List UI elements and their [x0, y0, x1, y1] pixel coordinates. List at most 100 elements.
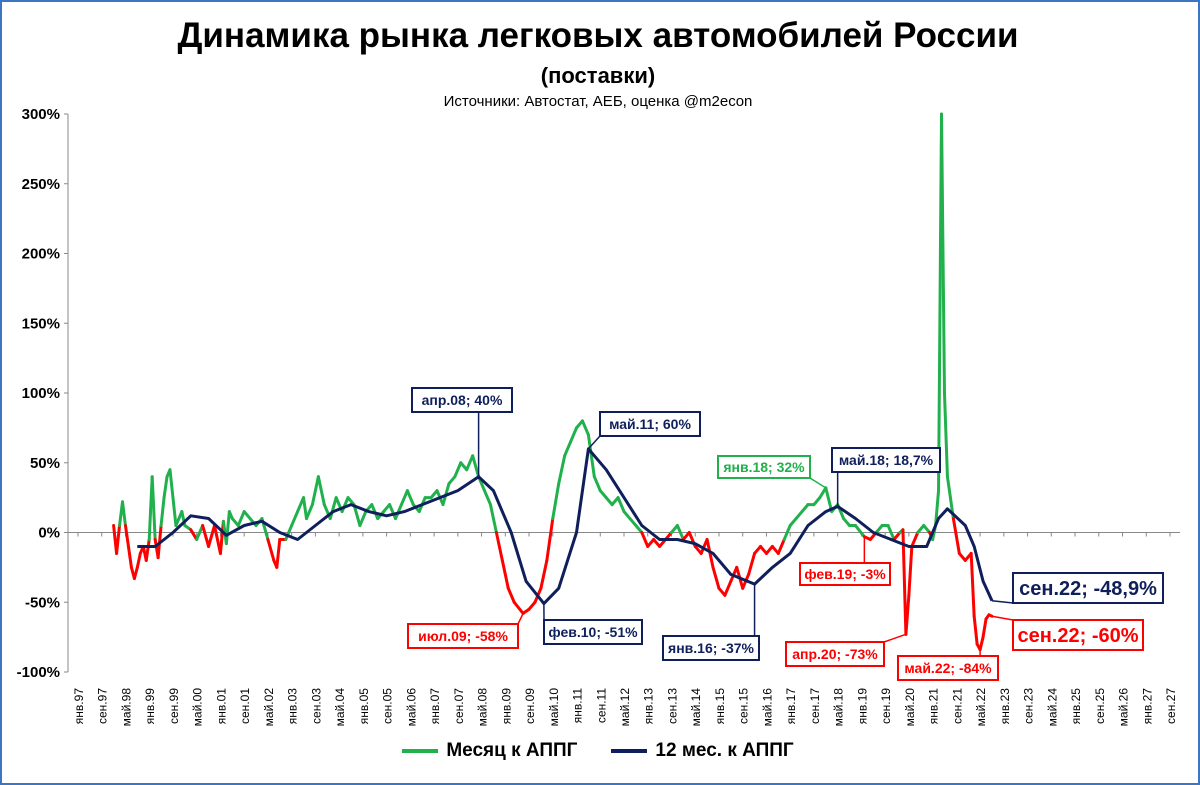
- series-monthly-segment: [275, 537, 282, 569]
- y-tick-label: 100%: [22, 385, 60, 402]
- series-monthly-segment: [634, 524, 644, 534]
- series-monthly-segment: [284, 524, 294, 541]
- y-tick-label: -50%: [25, 594, 60, 611]
- x-tick-label: сен.97: [96, 688, 110, 724]
- annotation-label: янв.16; -37%: [668, 640, 754, 656]
- x-tick-label: май.10: [547, 688, 561, 727]
- x-tick-label: янв.19: [855, 688, 869, 725]
- x-tick-label: май.06: [404, 688, 418, 727]
- series-monthly-segment: [545, 517, 555, 562]
- series-monthly-segment: [316, 475, 326, 507]
- x-tick-label: май.26: [1117, 688, 1131, 727]
- series-monthly-segment: [506, 586, 516, 604]
- series-monthly-segment: [874, 524, 884, 534]
- x-tick-label: янв.01: [214, 688, 228, 725]
- annotation-leader: [517, 613, 524, 625]
- x-tick-label: май.98: [119, 688, 133, 727]
- series-monthly-segment: [904, 593, 911, 636]
- series-monthly-segment: [759, 544, 768, 555]
- annotation-box: [599, 411, 701, 437]
- series-monthly-segment: [969, 551, 976, 618]
- chart-canvas: -100% -50% 0% 50% 100% 150% 200% 250% 300% янв.97…: [17, 106, 1180, 727]
- series-monthly-segment: [123, 524, 130, 548]
- series-monthly-segment: [150, 475, 157, 541]
- annotation-box: [407, 623, 519, 649]
- y-tick-label: 150%: [22, 315, 60, 332]
- series-monthly-segment: [981, 617, 988, 639]
- x-tick-label: сен.09: [523, 688, 537, 724]
- series-monthly-segment: [764, 544, 774, 555]
- annotation-label: май.11; 60%: [609, 416, 691, 432]
- chart-sources: Источники: Автостат, АЕБ, оценка @m2econ: [443, 93, 753, 110]
- series-monthly-segment: [922, 524, 932, 534]
- series-monthly-segment: [934, 489, 941, 528]
- x-tick-label: сен.15: [737, 688, 751, 724]
- series-monthly-segment: [987, 613, 994, 618]
- series-monthly-segment: [135, 551, 142, 569]
- series-monthly-segment: [907, 544, 914, 597]
- annotation-label: апр.08; 40%: [422, 392, 503, 408]
- y-tick-label: 250%: [22, 176, 60, 193]
- annotation-leader: [587, 435, 601, 450]
- series-monthly-segment: [488, 503, 498, 534]
- x-tick-label: янв.97: [72, 688, 86, 725]
- series-monthly-segment: [405, 489, 415, 507]
- x-tick-label: янв.25: [1069, 688, 1083, 725]
- series-monthly-segment: [171, 496, 178, 528]
- series-monthly-segment: [622, 510, 632, 521]
- series-monthly-segment: [115, 524, 122, 555]
- series-monthly-segment: [652, 537, 662, 548]
- y-tick-label: -100%: [17, 664, 60, 681]
- x-tick-label: май.18: [832, 688, 846, 727]
- series-monthly-segment: [957, 551, 967, 562]
- annotation-leader: [883, 633, 907, 643]
- series-monthly-segment: [842, 517, 852, 528]
- series-monthly-segment: [586, 433, 596, 479]
- series-monthly-segment: [812, 496, 822, 507]
- x-tick-label: янв.03: [286, 688, 300, 725]
- series-monthly-segment: [776, 537, 786, 555]
- y-tick-label: 300%: [22, 106, 60, 123]
- series-monthly-segment: [675, 524, 685, 541]
- series-monthly-segment: [824, 486, 834, 514]
- series-monthly-segment: [646, 537, 656, 548]
- series-monthly-segment: [788, 517, 798, 528]
- legend-item-annual: 12 мес. к АППГ: [611, 740, 794, 762]
- series-monthly-segment: [500, 558, 510, 590]
- series-monthly-segment: [126, 544, 133, 569]
- series-monthly-segment: [471, 454, 481, 479]
- annotation-leader: [809, 477, 827, 489]
- series-monthly-segment: [358, 510, 368, 528]
- x-tick-label: май.02: [262, 688, 276, 727]
- series-monthly-segment: [569, 426, 579, 444]
- annotation-box: [1012, 572, 1164, 604]
- x-tick-label: сен.05: [381, 688, 395, 724]
- series-annual-line: [137, 447, 994, 606]
- annotation-box: [785, 641, 885, 667]
- series-monthly-segment: [972, 614, 979, 646]
- series-monthly-segment: [563, 440, 573, 458]
- x-tick-label: янв.11: [571, 688, 585, 724]
- series-monthly-segment: [640, 531, 650, 548]
- chart-title: Динамика рынка легковых автомобилей Росс…: [177, 16, 1019, 55]
- annotation-box: [662, 635, 760, 661]
- x-tick-label: май.22: [974, 688, 988, 727]
- annotation-label: май.22; -84%: [904, 660, 992, 676]
- x-tick-label: май.00: [191, 688, 205, 727]
- legend-swatch-annual: [611, 749, 648, 753]
- series-monthly-segment: [604, 496, 614, 507]
- series-monthly-segment: [782, 524, 792, 541]
- annotation-box: [717, 455, 811, 479]
- series-monthly-segment: [290, 510, 300, 528]
- annotation-box: [799, 562, 891, 586]
- series-monthly-segment: [399, 489, 409, 507]
- x-tick-label: май.12: [618, 688, 632, 727]
- x-tick-label: сен.03: [309, 688, 323, 724]
- series-monthly-segment: [800, 503, 810, 514]
- series-monthly-segment: [207, 524, 216, 548]
- x-tick-label: май.08: [476, 688, 490, 727]
- series-monthly-segment: [236, 510, 246, 528]
- chart-subtitle: (поставки): [540, 63, 656, 88]
- x-tick-label: сен.23: [1022, 688, 1036, 724]
- annotation-leader: [991, 615, 1014, 621]
